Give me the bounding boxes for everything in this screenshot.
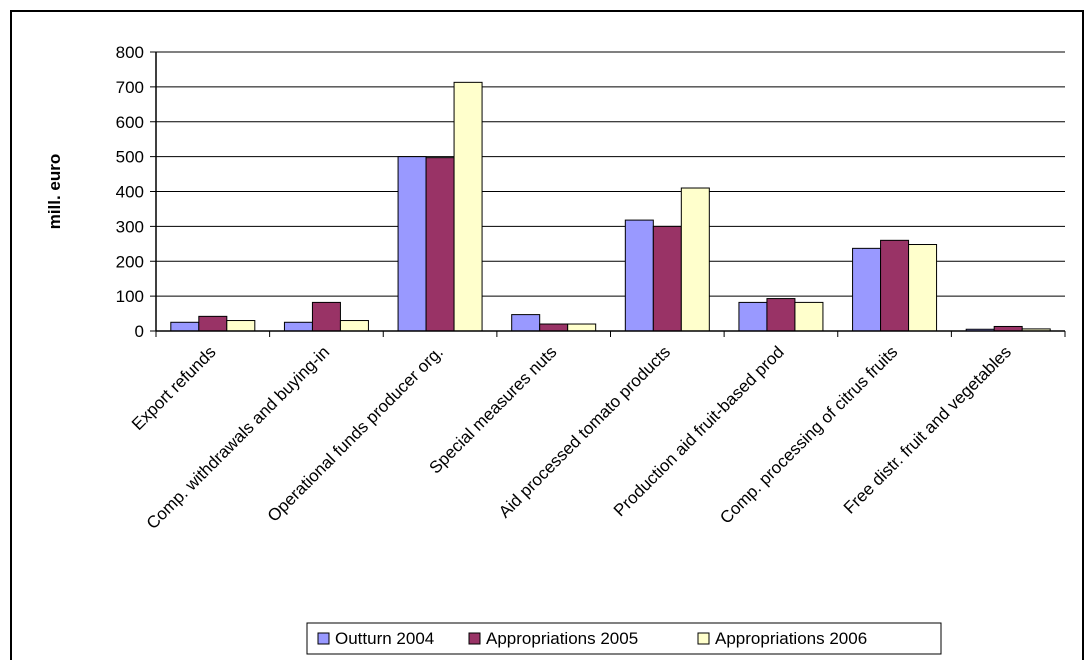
bar-outturn-2004	[511, 314, 541, 332]
legend-swatch	[697, 632, 710, 645]
bar-outturn-2004	[852, 247, 882, 332]
legend-swatch	[468, 632, 481, 645]
legend-label: Outturn 2004	[335, 629, 434, 648]
bar-appropriations-2005	[539, 323, 569, 332]
legend: Outturn 2004 Appropriations 2005 Appropria…	[306, 622, 942, 655]
y-tick-label: 600	[116, 113, 144, 132]
gridlines	[156, 51, 1065, 297]
bar-appropriations-2006	[567, 323, 597, 332]
y-tick-label: 500	[116, 148, 144, 167]
y-axis-title: mill. euro	[45, 154, 64, 230]
legend-label: Appropriations 2005	[486, 629, 638, 648]
y-tick-label: 800	[116, 43, 144, 62]
bar-outturn-2004	[738, 301, 768, 332]
x-category-label: Special measures nuts	[425, 342, 560, 477]
x-category-label: Comp. processing of citrus fruits	[716, 342, 901, 527]
bar-outturn-2004	[170, 321, 200, 332]
legend-box	[306, 622, 942, 655]
bar-appropriations-2005	[652, 225, 682, 332]
y-tick-label: 100	[116, 287, 144, 306]
legend-swatch	[317, 632, 330, 645]
bar-appropriations-2006	[453, 81, 483, 332]
bar-appropriations-2006	[794, 301, 824, 332]
y-tick-labels: 0 100 200 300 400 500 600 700 800	[116, 43, 144, 341]
bar-outturn-2004	[624, 219, 654, 332]
bar-appropriations-2005	[198, 315, 228, 332]
bars	[170, 81, 1051, 332]
bar-appropriations-2006	[908, 244, 938, 332]
bar-appropriations-2005	[766, 298, 796, 332]
legend-label: Appropriations 2006	[715, 629, 867, 648]
y-tick-label: 700	[116, 78, 144, 97]
bar-appropriations-2005	[880, 239, 910, 332]
x-category-label: Export refunds	[128, 342, 220, 434]
bar-appropriations-2006	[226, 320, 256, 332]
bar-appropriations-2006	[339, 320, 369, 332]
y-tick-label: 400	[116, 183, 144, 202]
bar-appropriations-2005	[425, 157, 455, 332]
bar-appropriations-2006	[680, 187, 710, 332]
x-category-label: Comp. withdrawals and buying-in	[143, 342, 333, 532]
bar-outturn-2004	[397, 156, 427, 332]
bar-appropriations-2005	[311, 301, 341, 332]
y-tick-label: 300	[116, 217, 144, 236]
y-tick-label: 200	[116, 252, 144, 271]
chart-frame	[10, 10, 1084, 660]
axes	[150, 51, 1066, 337]
bar-outturn-2004	[283, 321, 313, 332]
y-tick-label: 0	[135, 322, 144, 341]
